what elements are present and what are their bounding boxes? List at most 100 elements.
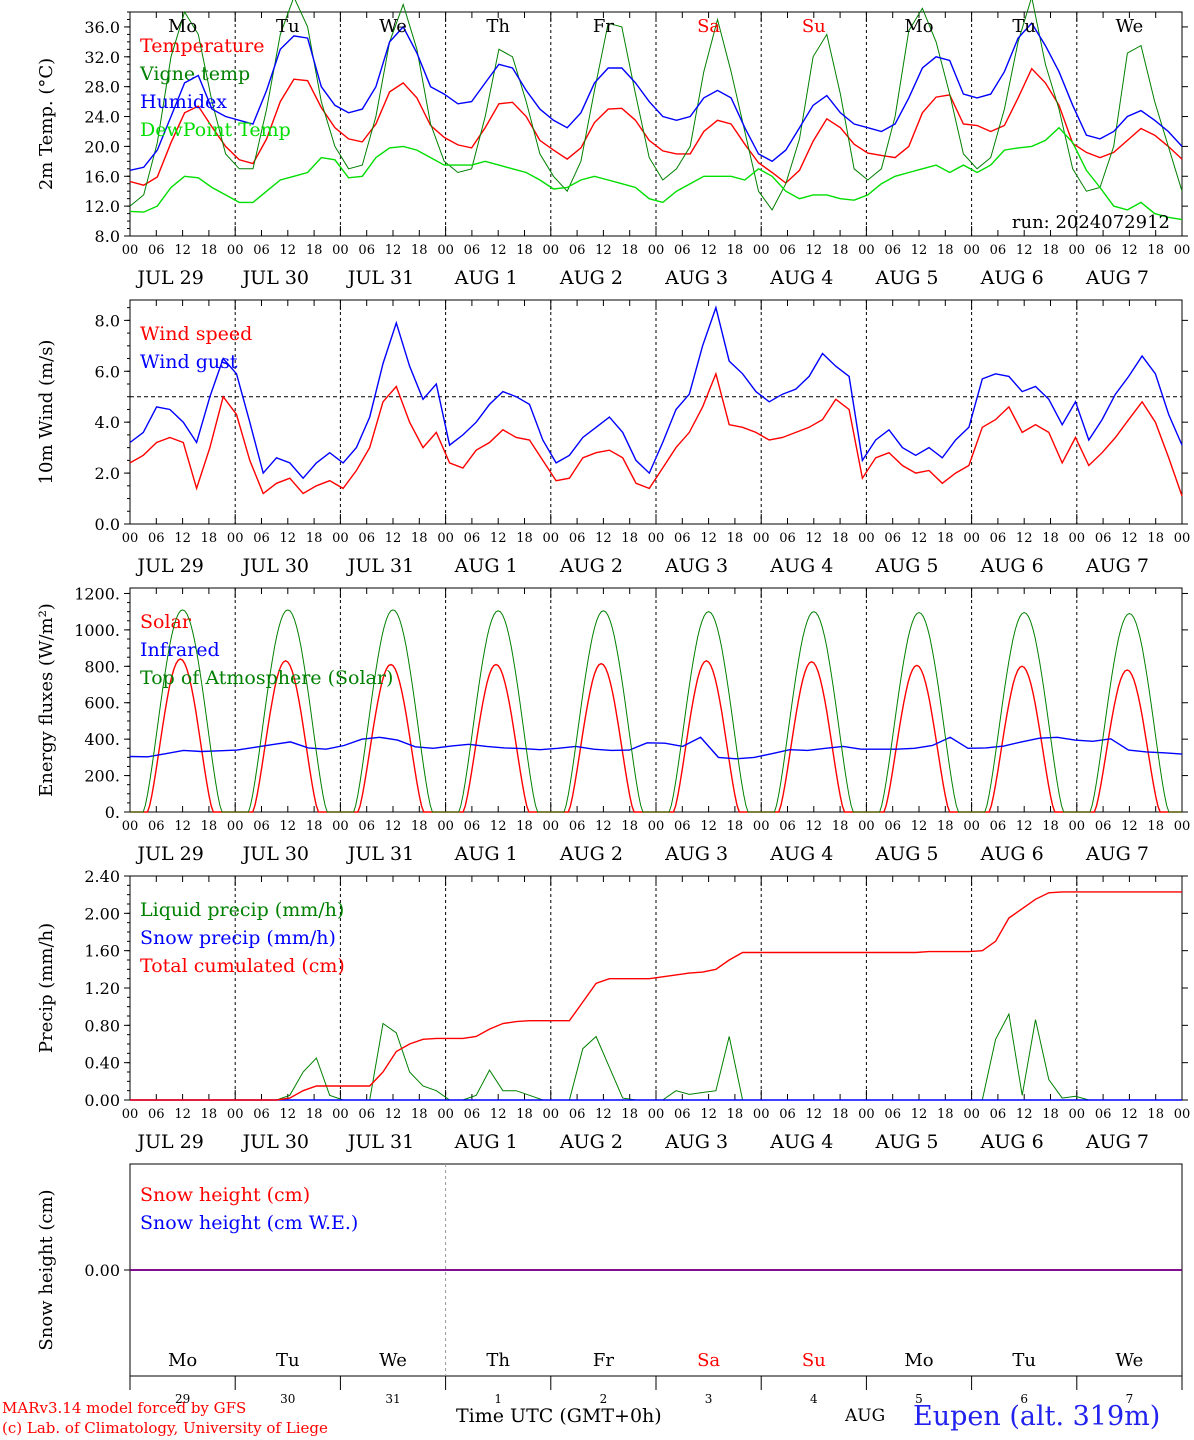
x-hour-label: 00 <box>753 1107 770 1122</box>
y-tick-label: 200. <box>84 767 120 786</box>
x-day-number: 4 <box>810 1392 818 1406</box>
y-axis-label-precip: Precip (mm/h) <box>36 923 57 1053</box>
x-hour-label: 18 <box>411 1107 428 1122</box>
x-hour-label: 18 <box>411 243 428 258</box>
x-hour-label: 00 <box>543 243 560 258</box>
x-date-label: AUG 1 <box>454 267 518 289</box>
x-date-label: JUL 30 <box>241 267 309 289</box>
x-date-label: JUL 29 <box>135 555 203 577</box>
y-tick-label: 2.0 <box>95 464 120 483</box>
x-date-label: AUG 3 <box>664 1131 728 1153</box>
x-hour-label: 00 <box>963 243 980 258</box>
x-hour-label: 00 <box>543 531 560 546</box>
y-tick-label: 32.0 <box>84 48 120 67</box>
x-hour-label: 00 <box>227 243 244 258</box>
y-tick-label: 12.0 <box>84 197 120 216</box>
legend-entry-precip: Liquid precip (mm/h) <box>140 899 344 921</box>
y-tick-label: 16.0 <box>84 167 120 186</box>
x-hour-label: 06 <box>779 531 796 546</box>
x-hour-label: 12 <box>1016 531 1033 546</box>
legend-entry-wind: Wind gust <box>140 351 238 373</box>
weekday-label: We <box>1116 16 1144 37</box>
x-day-number: 31 <box>385 1392 400 1406</box>
x-hour-label: 12 <box>490 531 507 546</box>
x-hour-label: 18 <box>832 819 849 834</box>
x-hour-label: 00 <box>122 1107 139 1122</box>
x-hour-label: 00 <box>1069 531 1086 546</box>
x-hour-label: 12 <box>911 243 928 258</box>
x-hour-label: 18 <box>306 1107 323 1122</box>
x-day-number: 3 <box>705 1392 713 1406</box>
x-date-label: AUG 7 <box>1085 267 1149 289</box>
x-date-label: JUL 29 <box>135 1131 203 1153</box>
series-line-temperature-0 <box>129 67 1183 186</box>
credit-model: MARv3.14 model forced by GFS <box>2 1399 247 1417</box>
x-hour-label: 12 <box>280 819 297 834</box>
x-hour-label: 18 <box>201 1107 218 1122</box>
x-hour-label: 06 <box>253 243 270 258</box>
panel-frame-wind <box>129 299 1183 525</box>
x-hour-label: 00 <box>858 243 875 258</box>
x-hour-label: 00 <box>963 531 980 546</box>
x-hour-label: 12 <box>700 819 717 834</box>
x-hour-label: 18 <box>1042 819 1059 834</box>
x-date-label: AUG 1 <box>454 555 518 577</box>
x-hour-label: 06 <box>148 531 165 546</box>
weekday-label: Tu <box>276 16 300 37</box>
x-hour-label: 00 <box>858 531 875 546</box>
x-hour-label: 06 <box>1095 243 1112 258</box>
x-hour-label: 00 <box>648 531 665 546</box>
x-hour-label: 12 <box>280 1107 297 1122</box>
legend-entry-temperature: Temperature <box>140 35 264 57</box>
x-hour-label: 06 <box>358 243 375 258</box>
x-hour-label: 12 <box>174 1107 191 1122</box>
legend-entry-precip: Total cumulated (cm) <box>140 955 345 977</box>
weekday-label: Sa <box>697 16 720 37</box>
y-tick-label: 20.0 <box>84 137 120 156</box>
x-hour-label: 06 <box>1095 531 1112 546</box>
x-day-number: 6 <box>1020 1392 1028 1406</box>
run-label: run: 2024072912 <box>1012 212 1170 233</box>
x-date-label: AUG 2 <box>559 1131 623 1153</box>
x-hour-label: 00 <box>1174 1107 1191 1122</box>
x-hour-label: 06 <box>779 819 796 834</box>
x-hour-label: 06 <box>569 531 586 546</box>
x-day-number: 5 <box>915 1392 923 1406</box>
x-hour-label: 12 <box>700 531 717 546</box>
x-date-label: JUL 29 <box>135 267 203 289</box>
y-tick-label: 0.0 <box>95 515 120 534</box>
x-hour-label: 12 <box>280 243 297 258</box>
x-axis-label: Time UTC (GMT+0h) <box>456 1405 662 1427</box>
x-date-label: JUL 30 <box>241 555 309 577</box>
x-hour-label: 00 <box>1069 243 1086 258</box>
x-hour-label: 18 <box>621 1107 638 1122</box>
x-hour-label: 06 <box>674 531 691 546</box>
weekday-label: Fr <box>593 1350 614 1371</box>
x-hour-label: 06 <box>1095 819 1112 834</box>
x-date-label: AUG 3 <box>664 555 728 577</box>
x-hour-label: 18 <box>201 531 218 546</box>
weekday-label: Tu <box>276 1350 300 1371</box>
x-hour-label: 06 <box>569 819 586 834</box>
x-hour-label: 06 <box>990 531 1007 546</box>
x-hour-label: 06 <box>990 243 1007 258</box>
x-hour-label: 12 <box>1016 1107 1033 1122</box>
x-date-label: AUG 1 <box>454 843 518 865</box>
x-hour-label: 00 <box>332 819 349 834</box>
x-hour-label: 18 <box>1147 531 1164 546</box>
x-date-label: JUL 31 <box>346 267 414 289</box>
x-date-label: AUG 1 <box>454 1131 518 1153</box>
series-line-wind-0 <box>129 371 1183 497</box>
x-hour-label: 18 <box>411 531 428 546</box>
x-hour-label: 00 <box>122 819 139 834</box>
weekday-label: Th <box>486 1350 510 1371</box>
x-hour-label: 12 <box>490 819 507 834</box>
x-hour-label: 12 <box>911 819 928 834</box>
legend-entry-radiation: Solar <box>140 611 192 633</box>
x-hour-label: 18 <box>937 243 954 258</box>
y-tick-label: 0.80 <box>84 1016 120 1035</box>
x-hour-label: 06 <box>148 819 165 834</box>
x-hour-label: 06 <box>1095 1107 1112 1122</box>
x-hour-label: 00 <box>227 1107 244 1122</box>
x-date-label: AUG 5 <box>874 843 938 865</box>
